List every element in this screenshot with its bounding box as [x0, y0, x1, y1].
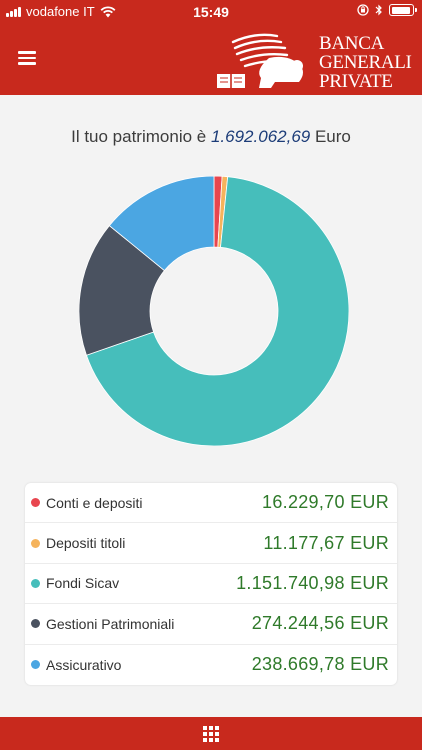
legend-dot	[31, 578, 40, 588]
clock: 15:49	[193, 4, 229, 20]
legend-row[interactable]: Gestioni Patrimoniali 274.244,56 EUR	[25, 604, 397, 645]
legend-row[interactable]: Depositi titoli 11.177,67 EUR	[25, 523, 397, 564]
grid-apps-icon[interactable]	[203, 726, 219, 742]
app-header: BANCA GENERALI PRIVATE	[0, 24, 422, 95]
brand-line-3: PRIVATE	[319, 71, 393, 92]
wifi-icon	[100, 5, 116, 17]
brand-line-1: BANCA	[319, 33, 385, 54]
winged-lion-logo	[217, 33, 303, 88]
legend-amount: 238.669,78 EUR	[251, 654, 389, 675]
status-bar: vodafone IT 15:49	[0, 0, 422, 24]
donut-slice-fondi-sicav[interactable]	[85, 176, 349, 446]
legend-row[interactable]: Conti e depositi 16.229,70 EUR	[25, 483, 397, 524]
legend-row[interactable]: Assicurativo 238.669,78 EUR	[25, 645, 397, 685]
legend-label: Conti e depositi	[46, 494, 143, 511]
bluetooth-icon	[375, 4, 382, 16]
brand-logo: BANCA GENERALI PRIVATE	[215, 28, 415, 92]
donut-slice-gestioni-patrimoniali[interactable]	[79, 225, 165, 356]
carrier-name: vodafone IT	[26, 4, 95, 19]
summary-currency: Euro	[314, 127, 351, 146]
legend-dot	[31, 538, 40, 548]
brand-line-2: GENERALI	[319, 52, 412, 73]
legend-row[interactable]: Fondi Sicav 1.151.740,98 EUR	[25, 564, 397, 605]
total-value: 1.692.062,69	[210, 127, 311, 146]
battery-icon	[389, 4, 417, 16]
hamburger-menu-icon[interactable]	[18, 51, 36, 65]
allocation-legend: Conti e depositi 16.229,70 EUR Depositi ti…	[25, 483, 397, 685]
summary-prefix: Il tuo patrimonio è	[71, 127, 207, 146]
signal-icon	[6, 6, 21, 17]
legend-amount: 11.177,67 EUR	[263, 532, 389, 553]
legend-amount: 274.244,56 EUR	[251, 613, 389, 634]
legend-dot	[31, 498, 40, 508]
orientation-lock-icon	[357, 4, 369, 16]
legend-dot	[31, 660, 40, 670]
allocation-donut-chart[interactable]	[79, 176, 349, 446]
legend-amount: 1.151.740,98 EUR	[236, 572, 389, 593]
legend-label: Fondi Sicav	[46, 575, 120, 592]
patrimony-summary: Il tuo patrimonio è 1.692.062,69 Euro	[0, 127, 422, 147]
bottom-bar	[0, 717, 422, 750]
legend-label: Depositi titoli	[46, 535, 126, 552]
legend-label: Assicurativo	[46, 656, 122, 673]
donut-slice-assicurativo[interactable]	[108, 176, 215, 272]
legend-dot	[31, 619, 40, 629]
legend-label: Gestioni Patrimoniali	[46, 615, 175, 632]
legend-amount: 16.229,70 EUR	[262, 492, 389, 513]
